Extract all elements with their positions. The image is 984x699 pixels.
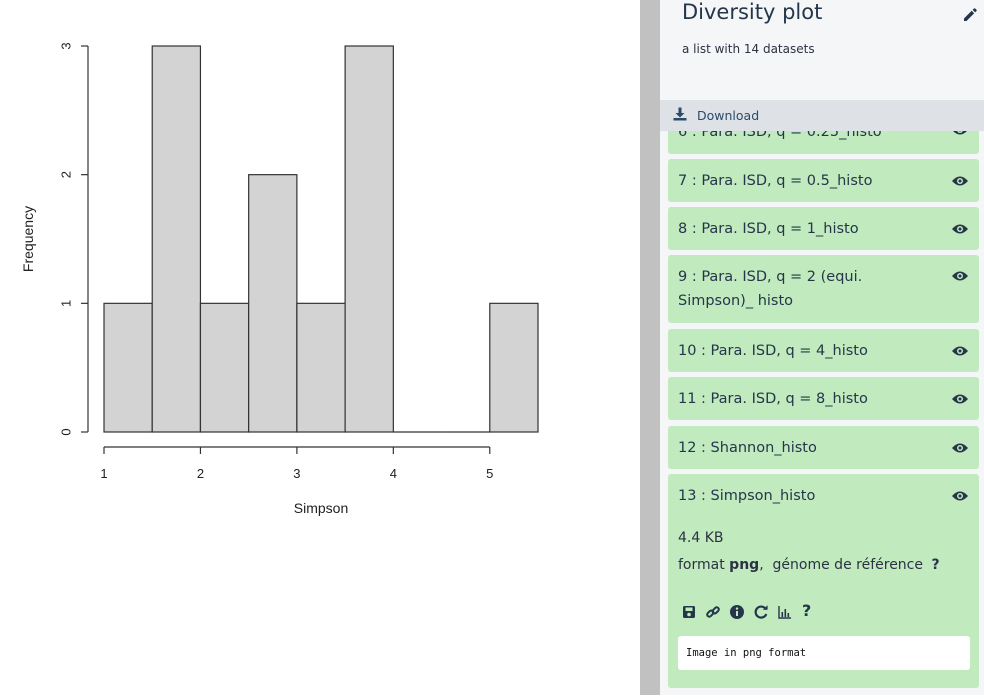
pencil-icon	[964, 8, 977, 21]
histogram-bar	[296, 302, 346, 433]
histogram-bar	[344, 45, 394, 433]
dataset-format-line: format png, génome de référence ?	[678, 557, 940, 573]
x-tick-label: 3	[293, 466, 300, 481]
dataset-title[interactable]: 13 : Simpson_histo	[678, 488, 816, 504]
info-icon[interactable]	[729, 604, 745, 620]
edit-button[interactable]	[960, 4, 980, 24]
eye-icon[interactable]	[951, 392, 969, 406]
x-tick-label: 1	[100, 466, 107, 481]
histogram-svg: 1 2 3 4 5 0 1 2 3 Simpson Frequency	[20, 42, 539, 516]
dataset-title: 11 : Para. ISD, q = 8_histo	[678, 391, 868, 407]
y-tick-label: 1	[59, 300, 74, 307]
x-tick-label: 2	[197, 466, 204, 481]
dataset-item-expanded[interactable]: 13 : Simpson_histo 4.4 KB format png, gé…	[668, 474, 979, 688]
panel-divider[interactable]	[640, 0, 660, 695]
dataset-title: 7 : Para. ISD, q = 0.5_histo	[678, 173, 873, 189]
download-label: Download	[697, 108, 760, 123]
genome-value[interactable]: ?	[931, 557, 940, 573]
x-axis-label: Simpson	[294, 500, 348, 516]
dataset-item[interactable]: 11 : Para. ISD, q = 8_histo	[668, 377, 979, 420]
histogram-bars	[103, 45, 539, 433]
panel-header: Diversity plot a list with 14 datasets	[660, 0, 984, 100]
dataset-item[interactable]: 12 : Shannon_histo	[668, 426, 979, 469]
histogram-bar	[248, 174, 298, 433]
histogram-bar	[151, 45, 202, 433]
visualize-icon[interactable]	[777, 604, 793, 620]
dataset-item[interactable]: 9 : Para. ISD, q = 2 (equi. Simpson)_ hi…	[668, 255, 979, 323]
y-tick-label: 2	[59, 171, 74, 178]
save-icon[interactable]	[681, 604, 697, 620]
eye-icon[interactable]	[951, 174, 969, 188]
dataset-title: 12 : Shannon_histo	[678, 440, 817, 456]
y-tick-label: 0	[59, 428, 74, 435]
histogram-plot: 1 2 3 4 5 0 1 2 3 Simpson Frequency	[20, 42, 539, 516]
format-prefix: format	[678, 557, 725, 573]
genome-label: génome de référence	[772, 557, 923, 573]
y-tick-label: 3	[59, 42, 74, 49]
help-icon[interactable]: ?	[802, 601, 812, 620]
x-tick-label: 4	[390, 466, 397, 481]
peek-text: Image in png format	[686, 647, 807, 659]
y-axis-label: Frequency	[20, 206, 36, 272]
histogram-bar	[489, 302, 539, 433]
collection-title: Diversity plot	[682, 0, 823, 24]
dataset-peek: Image in png format	[678, 636, 970, 670]
dataset-item[interactable]: 10 : Para. ISD, q = 4_histo	[668, 329, 979, 372]
dataset-item[interactable]: 7 : Para. ISD, q = 0.5_histo	[668, 159, 979, 202]
download-icon	[673, 107, 687, 121]
dataset-title: 10 : Para. ISD, q = 4_histo	[678, 343, 868, 359]
eye-icon[interactable]	[951, 222, 969, 236]
collection-subtitle: a list with 14 datasets	[682, 42, 815, 56]
dataset-actions: ?	[681, 601, 841, 624]
dataset-item[interactable]: 8 : Para. ISD, q = 1_histo	[668, 207, 979, 250]
histogram-axes: 1 2 3 4 5 0 1 2 3	[59, 42, 494, 481]
eye-icon[interactable]	[951, 344, 969, 358]
eye-icon[interactable]	[951, 269, 969, 283]
dataset-title: 8 : Para. ISD, q = 1_histo	[678, 221, 859, 237]
x-tick-label: 5	[486, 466, 493, 481]
dataset-title: 9 : Para. ISD, q = 2 (equi. Simpson)_ hi…	[678, 269, 863, 309]
rerun-icon[interactable]	[753, 604, 769, 620]
dataset-size: 4.4 KB	[678, 530, 724, 546]
histogram-bar	[199, 302, 250, 433]
eye-icon[interactable]	[951, 489, 969, 503]
link-icon[interactable]	[705, 604, 721, 620]
histogram-bar	[103, 302, 153, 433]
eye-icon[interactable]	[951, 441, 969, 455]
download-button[interactable]: Download	[660, 100, 984, 131]
history-panel: Diversity plot a list with 14 datasets D…	[660, 0, 984, 695]
format-value: png	[729, 557, 760, 573]
